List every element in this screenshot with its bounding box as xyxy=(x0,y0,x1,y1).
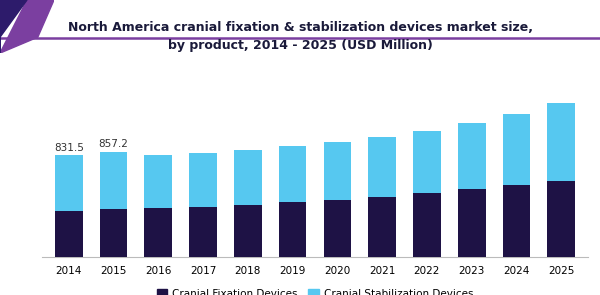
Bar xyxy=(189,206,217,257)
Bar xyxy=(458,189,485,257)
Bar xyxy=(100,209,127,257)
Bar xyxy=(100,152,127,209)
Bar xyxy=(413,193,441,257)
Bar xyxy=(413,131,441,193)
Bar xyxy=(55,212,83,257)
Bar xyxy=(368,137,396,197)
Bar xyxy=(458,123,485,189)
Bar xyxy=(279,202,307,257)
Bar xyxy=(323,142,351,200)
Bar xyxy=(279,146,307,202)
Polygon shape xyxy=(0,0,54,53)
Bar xyxy=(234,150,262,205)
Bar xyxy=(323,200,351,257)
Bar xyxy=(234,205,262,257)
Text: 831.5: 831.5 xyxy=(54,142,84,153)
Legend: Cranial Fixation Devices, Cranial Stabilization Devices: Cranial Fixation Devices, Cranial Stabil… xyxy=(152,284,478,295)
Bar xyxy=(503,185,530,257)
Polygon shape xyxy=(0,0,27,53)
Text: North America cranial fixation & stabilization devices market size,
by product, : North America cranial fixation & stabili… xyxy=(67,21,533,52)
Bar xyxy=(368,197,396,257)
Text: 857.2: 857.2 xyxy=(98,140,128,150)
Bar xyxy=(55,155,83,212)
Bar xyxy=(547,103,575,181)
Bar xyxy=(189,153,217,206)
Bar xyxy=(145,155,172,208)
Bar xyxy=(503,114,530,185)
Bar xyxy=(547,181,575,257)
Bar xyxy=(145,208,172,257)
